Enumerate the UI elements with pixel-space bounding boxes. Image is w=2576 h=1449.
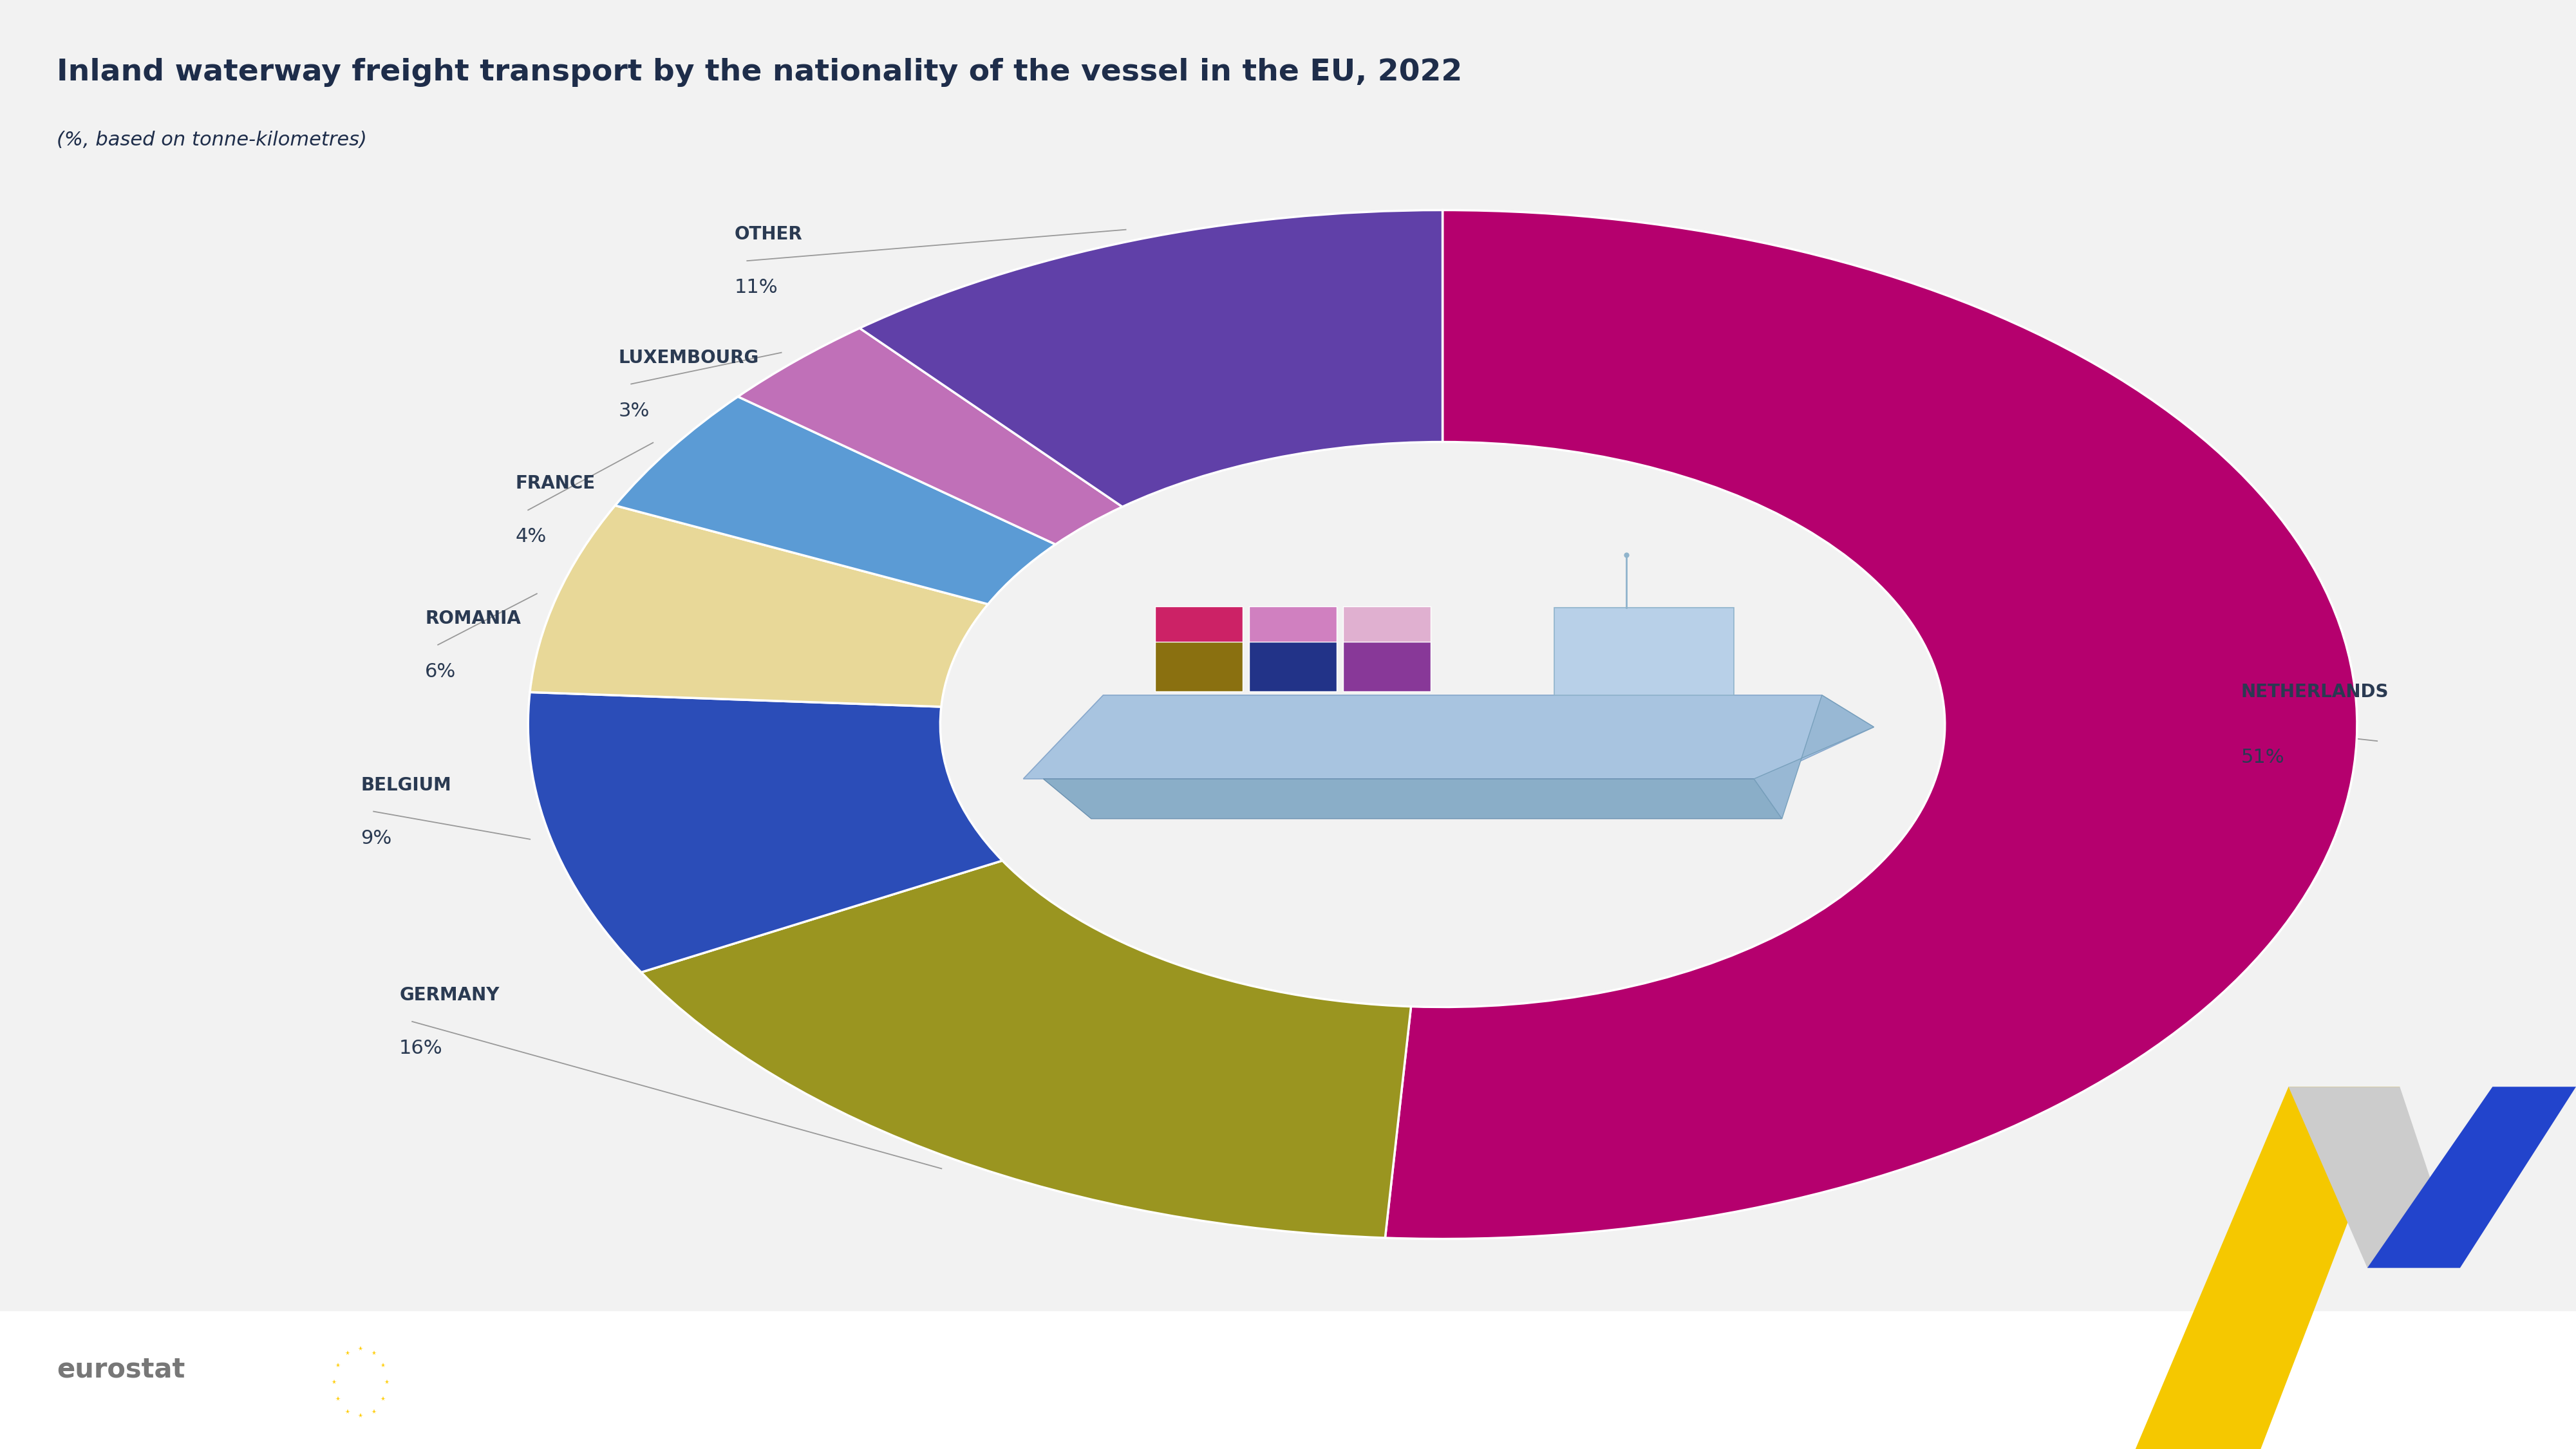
Text: eurostat: eurostat: [57, 1356, 185, 1382]
Text: 16%: 16%: [399, 1039, 443, 1058]
Bar: [1249, 642, 1337, 691]
FancyBboxPatch shape: [1553, 607, 1734, 696]
Bar: [1154, 606, 1244, 655]
Polygon shape: [1754, 696, 1873, 819]
Text: 9%: 9%: [361, 829, 392, 848]
Bar: [1154, 642, 1244, 691]
Wedge shape: [641, 861, 1412, 1237]
Text: GERMANY: GERMANY: [399, 987, 500, 1004]
Text: LUXEMBOURG: LUXEMBOURG: [618, 349, 760, 367]
Text: 3%: 3%: [618, 401, 649, 420]
Polygon shape: [1043, 780, 1783, 819]
Text: ROMANIA: ROMANIA: [425, 610, 520, 627]
Text: 51%: 51%: [2241, 748, 2285, 767]
Polygon shape: [2367, 1087, 2576, 1268]
Wedge shape: [860, 210, 1443, 507]
Wedge shape: [528, 693, 1002, 972]
Bar: [1342, 642, 1430, 691]
Polygon shape: [2287, 1087, 2460, 1268]
Text: OTHER: OTHER: [734, 226, 801, 243]
Text: 6%: 6%: [425, 662, 456, 681]
Text: BELGIUM: BELGIUM: [361, 777, 451, 794]
Text: FRANCE: FRANCE: [515, 475, 595, 493]
Wedge shape: [531, 506, 989, 707]
Wedge shape: [737, 327, 1123, 545]
Text: 4%: 4%: [515, 527, 546, 546]
Text: Inland waterway freight transport by the nationality of the vessel in the EU, 20: Inland waterway freight transport by the…: [57, 58, 1463, 87]
Text: (%, based on tonne-kilometres): (%, based on tonne-kilometres): [57, 130, 366, 149]
Bar: [0, 1311, 2576, 1449]
Wedge shape: [616, 397, 1056, 604]
Wedge shape: [1386, 210, 2357, 1239]
Bar: [1249, 606, 1337, 655]
Text: NETHERLANDS: NETHERLANDS: [2241, 684, 2388, 701]
Polygon shape: [2136, 1087, 2401, 1449]
Polygon shape: [1023, 696, 1873, 780]
Bar: [1342, 606, 1430, 655]
Text: 11%: 11%: [734, 278, 778, 297]
